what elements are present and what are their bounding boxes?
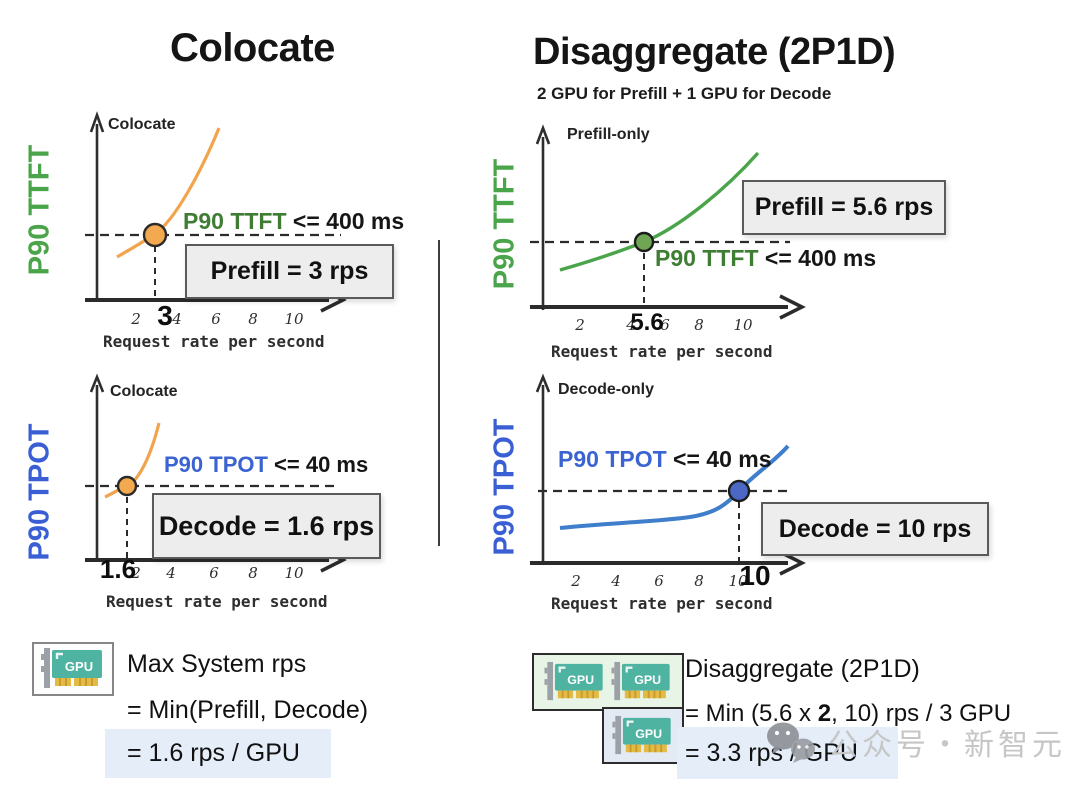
- operating-point-dot: [727, 479, 751, 503]
- right-summary-line2-bold: 2: [817, 700, 832, 727]
- latency-curve-orange: [116, 127, 221, 259]
- chart4-tick-2: 2: [571, 572, 581, 590]
- chart1-tick-8: 8: [248, 310, 258, 328]
- chart1-slo-annotation: P90 TTFT <= 400 ms: [183, 208, 404, 235]
- svg-text:GPU: GPU: [634, 673, 661, 687]
- gpu-card-text: GPU: [65, 659, 93, 674]
- gpu-bracket: [44, 648, 50, 688]
- chart2-slo-suffix: <= 400 ms: [758, 245, 877, 271]
- chart-prefill-only-ttft: [530, 124, 806, 320]
- chart4-inner-label: Decode-only: [558, 381, 655, 398]
- chart1-tick-10: 10: [284, 310, 304, 328]
- chart2-slo-metric: P90 TTFT: [655, 245, 759, 271]
- chart4-tick-4: 4: [611, 572, 621, 590]
- chart1-x-axis-label: Request rate per second: [103, 332, 325, 351]
- chart4-operating-tick: 10: [739, 560, 771, 591]
- y-axis-arrow: [89, 373, 105, 393]
- chart3-slo-annotation: P90 TPOT <= 40 ms: [164, 452, 368, 478]
- chart2-tick-4: 4: [626, 316, 636, 334]
- y-axis-label-tpot-left: P90 TPOT: [23, 423, 56, 561]
- chart2-tick-10: 10: [733, 316, 753, 334]
- chart3-tick-4: 4: [166, 564, 176, 582]
- chart1-tick-6: 6: [211, 310, 221, 328]
- chart4-slo-metric: P90 TPOT: [558, 446, 667, 472]
- chart-decode-only-tpot: [530, 373, 806, 576]
- chart2-slo-annotation: P90 TTFT <= 400 ms: [655, 245, 876, 272]
- chart4-x-axis-label: Request rate per second: [551, 594, 773, 613]
- chart4-slo-annotation: P90 TPOT <= 40 ms: [558, 446, 772, 473]
- chart2-tick-8: 8: [694, 316, 704, 334]
- chart2-operating-tick: 5.6: [630, 309, 664, 336]
- chart3-result-box: Decode = 1.6 rps: [152, 493, 381, 559]
- right-summary-line1: Disaggregate (2P1D): [685, 655, 920, 683]
- latency-curve-blue: [559, 444, 790, 530]
- y-axis-label-tpot-right: P90 TPOT: [488, 418, 521, 556]
- column-title-colocate: Colocate: [170, 26, 335, 70]
- right-summary-result: = 3.3 rps / GPU: [677, 727, 898, 779]
- chart4-slo-suffix: <= 40 ms: [666, 446, 772, 472]
- left-summary-result: = 1.6 rps / GPU: [105, 729, 331, 778]
- prefill-gpu-group: GPU GPU: [532, 653, 684, 711]
- chart4-tick-10: 10: [728, 572, 748, 590]
- svg-text:GPU: GPU: [635, 726, 662, 740]
- column-title-disaggregate: Disaggregate (2P1D): [533, 31, 896, 73]
- gpu-card-icon: GPU: [610, 661, 670, 701]
- chart1-tick-4: 4: [172, 310, 182, 328]
- x-axis-arrow: [779, 294, 806, 320]
- chart4-tick-8: 8: [694, 572, 704, 590]
- y-axis-label-ttft-right: P90 TTFT: [488, 158, 521, 290]
- chart3-operating-tick: 1.6: [99, 554, 137, 584]
- chart-colocate-ttft: [85, 111, 347, 313]
- chart3-slo-suffix: <= 40 ms: [267, 452, 369, 477]
- chart2-inner-label: Prefill-only: [567, 126, 650, 143]
- chart3-tick-10: 10: [284, 564, 304, 582]
- chart2-x-axis-label: Request rate per second: [551, 342, 773, 361]
- chart3-x-axis-label: Request rate per second: [106, 592, 328, 611]
- chart2-result-box: Prefill = 5.6 rps: [742, 180, 946, 235]
- gpu-card-icon: GPU: [543, 661, 603, 701]
- left-summary-line1: Max System rps: [127, 650, 307, 678]
- right-summary-line2: = Min (5.6 x 2, 10) rps / 3 GPU: [685, 700, 1012, 727]
- gpu-pins: [55, 678, 71, 686]
- column-divider: [438, 240, 440, 546]
- chart2-tick-6: 6: [660, 316, 670, 334]
- chart1-tick-2: 2: [131, 310, 141, 328]
- svg-text:GPU: GPU: [567, 673, 594, 687]
- y-axis-arrow: [535, 124, 551, 145]
- chart3-tick-2: 2: [131, 564, 141, 582]
- operating-point-dot: [142, 222, 168, 248]
- gpu-card-icon: GPU: [41, 648, 102, 688]
- chart1-operating-tick: 3: [157, 300, 173, 331]
- y-axis-arrow: [89, 111, 105, 133]
- chart3-tick-8: 8: [248, 564, 258, 582]
- chart1-slo-metric: P90 TTFT: [183, 208, 287, 234]
- watermark-text: 公众号・新智元: [828, 729, 1066, 762]
- chart3-inner-label: Colocate: [110, 383, 178, 400]
- chart1-slo-suffix: <= 400 ms: [286, 208, 405, 234]
- chart4-result-box: Decode = 10 rps: [761, 502, 989, 556]
- left-summary-line2: = Min(Prefill, Decode): [127, 696, 369, 724]
- wechat-icon: [767, 722, 815, 763]
- gpu-board: [52, 650, 102, 678]
- chart4-tick-6: 6: [654, 572, 664, 590]
- y-axis-arrow: [535, 373, 551, 393]
- gpu-card-icon: GPU: [612, 715, 671, 754]
- y-axis-label-ttft-left: P90 TTFT: [23, 144, 56, 276]
- chart3-slo-metric: P90 TPOT: [164, 452, 268, 477]
- operating-point-dot: [633, 231, 655, 253]
- watermark: 公众号・新智元: [762, 720, 1066, 764]
- disaggregate-subtitle: 2 GPU for Prefill + 1 GPU for Decode: [537, 84, 832, 103]
- gpu-card-frame: GPU: [32, 642, 114, 696]
- chart1-result-box: Prefill = 3 rps: [185, 244, 394, 299]
- chart1-inner-label: Colocate: [108, 116, 176, 133]
- decode-gpu-group: GPU: [602, 707, 684, 764]
- operating-point-dot: [116, 475, 138, 497]
- chart3-tick-6: 6: [209, 564, 219, 582]
- chart2-tick-2: 2: [575, 316, 585, 334]
